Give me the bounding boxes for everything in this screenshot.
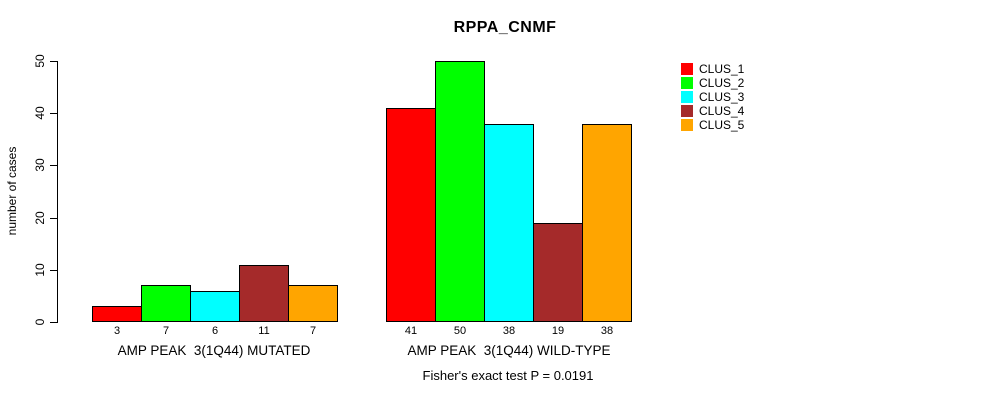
legend-item-clus_4: CLUS_4 (681, 105, 744, 117)
legend-label: CLUS_5 (699, 118, 745, 132)
y-tick (50, 218, 57, 219)
legend-item-clus_3: CLUS_3 (681, 91, 744, 103)
legend-item-clus_5: CLUS_5 (681, 119, 744, 131)
legend-swatch-icon (681, 119, 693, 131)
bar-clus_4-group1 (239, 265, 289, 322)
y-tick-label: 50 (33, 54, 47, 68)
legend-label: CLUS_4 (699, 104, 745, 118)
bar-value-label: 7 (162, 325, 170, 337)
bar-value-label: 6 (211, 325, 219, 337)
bar-clus_2-group2 (435, 61, 485, 322)
bar-value-label: 7 (309, 325, 317, 337)
bar-clus_5-group2 (582, 124, 632, 322)
y-tick-label: 20 (33, 211, 47, 225)
bar-clus_1-group1 (92, 306, 142, 322)
bar-clus_3-group1 (190, 291, 240, 322)
legend-label: CLUS_1 (699, 62, 745, 76)
legend-label: CLUS_3 (699, 90, 745, 104)
y-tick (50, 165, 57, 166)
legend-label: CLUS_2 (699, 76, 745, 90)
y-tick (50, 61, 57, 62)
legend-swatch-icon (681, 105, 693, 117)
y-tick-label: 10 (33, 263, 47, 277)
bar-clus_1-group2 (386, 108, 436, 322)
bar-value-label: 3 (113, 325, 121, 337)
chart-title: RPPA_CNMF (453, 19, 557, 36)
x-group-label-mutated: AMP PEAK 3(1Q44) MUTATED (117, 343, 311, 358)
bar-value-label: 38 (600, 325, 614, 337)
y-tick (50, 113, 57, 114)
y-axis (57, 61, 58, 323)
y-tick (50, 322, 57, 323)
legend-item-clus_1: CLUS_1 (681, 63, 744, 75)
bar-clus_4-group2 (533, 223, 583, 322)
legend-swatch-icon (681, 91, 693, 103)
legend-item-clus_2: CLUS_2 (681, 77, 744, 89)
bar-value-label: 50 (453, 325, 467, 337)
legend-swatch-icon (681, 77, 693, 89)
legend-swatch-icon (681, 63, 693, 75)
x-group-label-wild-type: AMP PEAK 3(1Q44) WILD-TYPE (407, 343, 611, 358)
bar-value-label: 41 (404, 325, 418, 337)
y-tick-label: 0 (33, 318, 47, 326)
bar-clus_5-group1 (288, 285, 338, 322)
y-tick (50, 270, 57, 271)
bar-clus_2-group1 (141, 285, 191, 322)
bar-value-label: 19 (551, 325, 565, 337)
bar-value-label: 11 (258, 325, 270, 337)
y-axis-label: number of cases (5, 146, 19, 236)
y-tick-label: 30 (33, 158, 47, 172)
bar-clus_3-group2 (484, 124, 534, 322)
bar-value-label: 38 (502, 325, 516, 337)
y-tick-label: 40 (33, 106, 47, 120)
fisher-test-annotation: Fisher's exact test P = 0.0191 (422, 368, 594, 383)
legend: CLUS_1 CLUS_2 CLUS_3 CLUS_4 CLUS_5 (681, 63, 744, 131)
